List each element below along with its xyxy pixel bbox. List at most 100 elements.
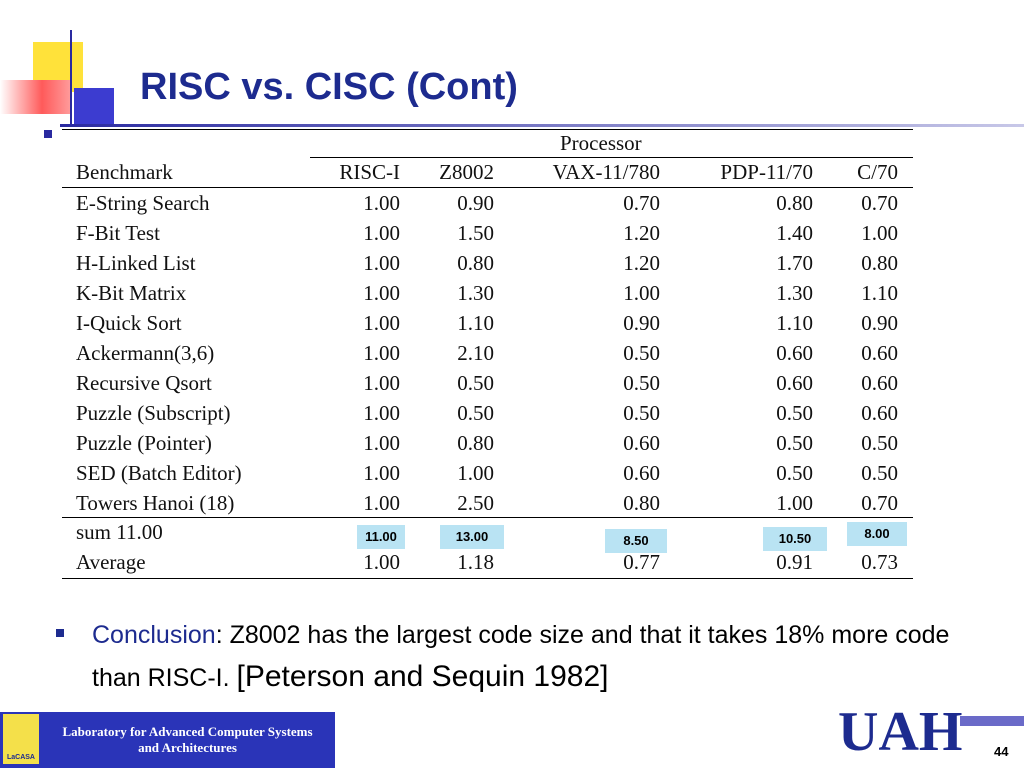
table-cell: 2.50 [457,491,494,515]
column-header: Benchmark [76,160,173,184]
table-cell: Recursive Qsort [76,371,212,395]
table-cell: 0.50 [776,431,813,455]
table-cell: 1.00 [363,281,400,305]
average-cell: 0.91 [776,550,813,574]
table-cell: 0.50 [457,401,494,425]
average-cell: Average [76,550,146,574]
table-cell: 2.10 [457,341,494,365]
table-cell: 0.90 [457,191,494,215]
footer-bar [0,712,335,768]
bottom-rule [62,578,913,579]
sum-rule [62,517,913,518]
table-cell: 0.50 [457,371,494,395]
table-cell: 1.00 [363,371,400,395]
average-cell: 0.77 [623,550,660,574]
table-cell: I-Quick Sort [76,311,182,335]
table-cell: 1.20 [623,251,660,275]
table-cell: 0.80 [861,251,898,275]
table-cell: 0.80 [457,431,494,455]
table-cell: 1.70 [776,251,813,275]
table-cell: 0.90 [623,311,660,335]
table-cell: 1.00 [363,251,400,275]
sum-box: 10.50 [763,527,827,551]
table-cell: 0.60 [623,461,660,485]
table-cell: 0.50 [776,461,813,485]
title-underline [60,124,1024,127]
header-rule [62,187,913,188]
sum-box: 13.00 [440,525,504,549]
table-cell: 1.30 [776,281,813,305]
table-cell: 0.60 [861,401,898,425]
table-cell: 0.60 [861,371,898,395]
table-cell: 0.80 [623,491,660,515]
conclusion-label: Conclusion [92,621,216,649]
sum-label: sum 11.00 [76,520,163,544]
table-cell: 1.00 [861,221,898,245]
table-cell: 1.20 [623,221,660,245]
table-cell: 1.00 [363,221,400,245]
table-cell: 1.10 [457,311,494,335]
page-number: 44 [994,744,1009,759]
table-cell: 1.00 [363,191,400,215]
table-cell: Puzzle (Subscript) [76,401,231,425]
table-cell: 0.80 [776,191,813,215]
table-cell: K-Bit Matrix [76,281,187,305]
conclusion-text: : Z8002 has the largest code size and th… [92,621,950,692]
bullet [44,130,52,138]
table-cell: 0.50 [861,461,898,485]
table-cell: 1.00 [363,431,400,455]
average-cell: 1.00 [363,550,400,574]
top-rule [62,129,913,130]
citation: [Peterson and Sequin 1982] [236,660,609,693]
deco-blue [74,88,114,126]
university-logo: UAH [838,701,963,763]
table-cell: 0.70 [861,191,898,215]
table-cell: 0.80 [457,251,494,275]
sum-box: 11.00 [357,525,405,549]
column-header: Z8002 [439,160,494,184]
table-cell: 1.10 [776,311,813,335]
footer-logo: LaCASA [3,714,39,764]
table-cell: 0.50 [623,341,660,365]
footer-lab: Laboratory for Advanced Computer Systems… [62,724,313,755]
column-header: C/70 [857,160,898,184]
table-cell: 1.30 [457,281,494,305]
title: RISC vs. CISC (Cont) [140,66,518,108]
average-cell: 1.18 [457,550,494,574]
table-cell: 1.00 [363,311,400,335]
table-cell: 1.10 [861,281,898,305]
footer-stripe [960,716,1024,726]
table-cell: 0.60 [776,371,813,395]
average-cell: 0.73 [861,550,898,574]
table-cell: 0.60 [861,341,898,365]
sum-box: 8.50 [605,529,667,553]
table-cell: 0.90 [861,311,898,335]
table-cell: SED (Batch Editor) [76,461,242,485]
table-cell: 0.50 [623,371,660,395]
table-cell: 0.50 [861,431,898,455]
sum-box: 8.00 [847,522,907,546]
table-cell: 1.00 [457,461,494,485]
table-cell: Towers Hanoi (18) [76,491,235,515]
deco-line [70,30,72,125]
group-header: Processor [560,131,642,155]
column-header: PDP-11/70 [720,160,813,184]
table-cell: 0.50 [623,401,660,425]
table-cell: 1.00 [363,401,400,425]
table-cell: 1.40 [776,221,813,245]
table-cell: Ackermann(3,6) [76,341,215,365]
table-cell: Puzzle (Pointer) [76,431,212,455]
table-cell: 1.00 [363,341,400,365]
table-cell: 1.00 [363,461,400,485]
table-cell: 0.60 [776,341,813,365]
table-cell: 1.00 [363,491,400,515]
table-cell: 1.00 [623,281,660,305]
column-header: VAX-11/780 [552,160,660,184]
column-header: RISC-I [339,160,400,184]
table-cell: 0.60 [623,431,660,455]
bullet [56,629,64,637]
table-cell: 1.00 [776,491,813,515]
table-cell: E-String Search [76,191,210,215]
table-cell: 1.50 [457,221,494,245]
